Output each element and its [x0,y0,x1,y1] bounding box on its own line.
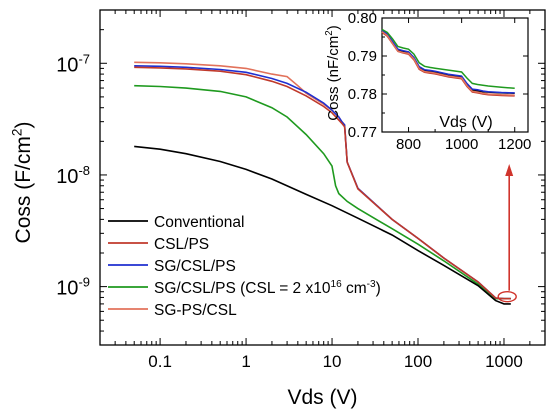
main-plot-frame [99,9,546,346]
x-tick-label: 100 [404,352,432,371]
legend-label-2: SG/CSL/PS [154,258,236,275]
y-tick-label: 10-9 [56,275,90,300]
highlight-ellipse [497,290,517,303]
legend: Conventional CSL/PS SG/CSL/PS SG/CSL/PS (CS… [108,214,381,319]
x-tick-label: 1000 [485,352,523,371]
series-line-1 [134,66,511,300]
inset-series-line-2 [381,29,515,94]
zoom-arrowhead [505,164,514,176]
inset-series-line-0 [381,30,515,94]
y-axis-label: Coss (F/cm2) [10,122,35,244]
inset-x-tick-label: 800 [396,136,421,153]
inset-series-line-3 [381,28,515,90]
inset-y-tick-label: 0.77 [348,124,377,141]
x-tick-label: 1 [241,352,250,371]
inset-x-tick-label: 1200 [498,136,531,153]
inset-y-tick-label: 0.79 [348,48,377,65]
inset-y-tick-label: 0.80 [348,10,377,27]
inset-x-axis-label: Vds (V) [439,114,492,131]
legend-label-0: Conventional [154,214,244,231]
inset-series-line-4 [381,31,515,96]
y-tick-label: 10-8 [56,163,90,188]
x-tick-label: 10 [323,352,342,371]
legend-label-3: SG/CSL/PS (CSL = 2 x1016 cm-3) [154,279,381,297]
legend-label-4: SG-PS/CSL [154,302,237,319]
inset-y-tick-label: 0.78 [348,86,377,103]
legend-label-1: CSL/PS [154,236,209,253]
x-axis-label: Vds (V) [287,386,357,409]
series-line-3 [134,84,511,300]
main-plot-area: 0.1 1 10 100 1000 10-9 10-8 10-7 Vds (V) Coss (F/… [10,9,546,409]
inset-y-axis-label: Coss (nF/cm2) [324,25,342,120]
y-tick-label: 10-7 [56,51,90,76]
series-line-0 [134,145,511,305]
inset-x-tick-label: 1000 [445,136,478,153]
inset-plot-area: 800 1000 1200 0.77 0.78 0.79 0.80 Vds (V) Coss (… [324,10,531,153]
x-tick-label: 0.1 [148,352,172,371]
